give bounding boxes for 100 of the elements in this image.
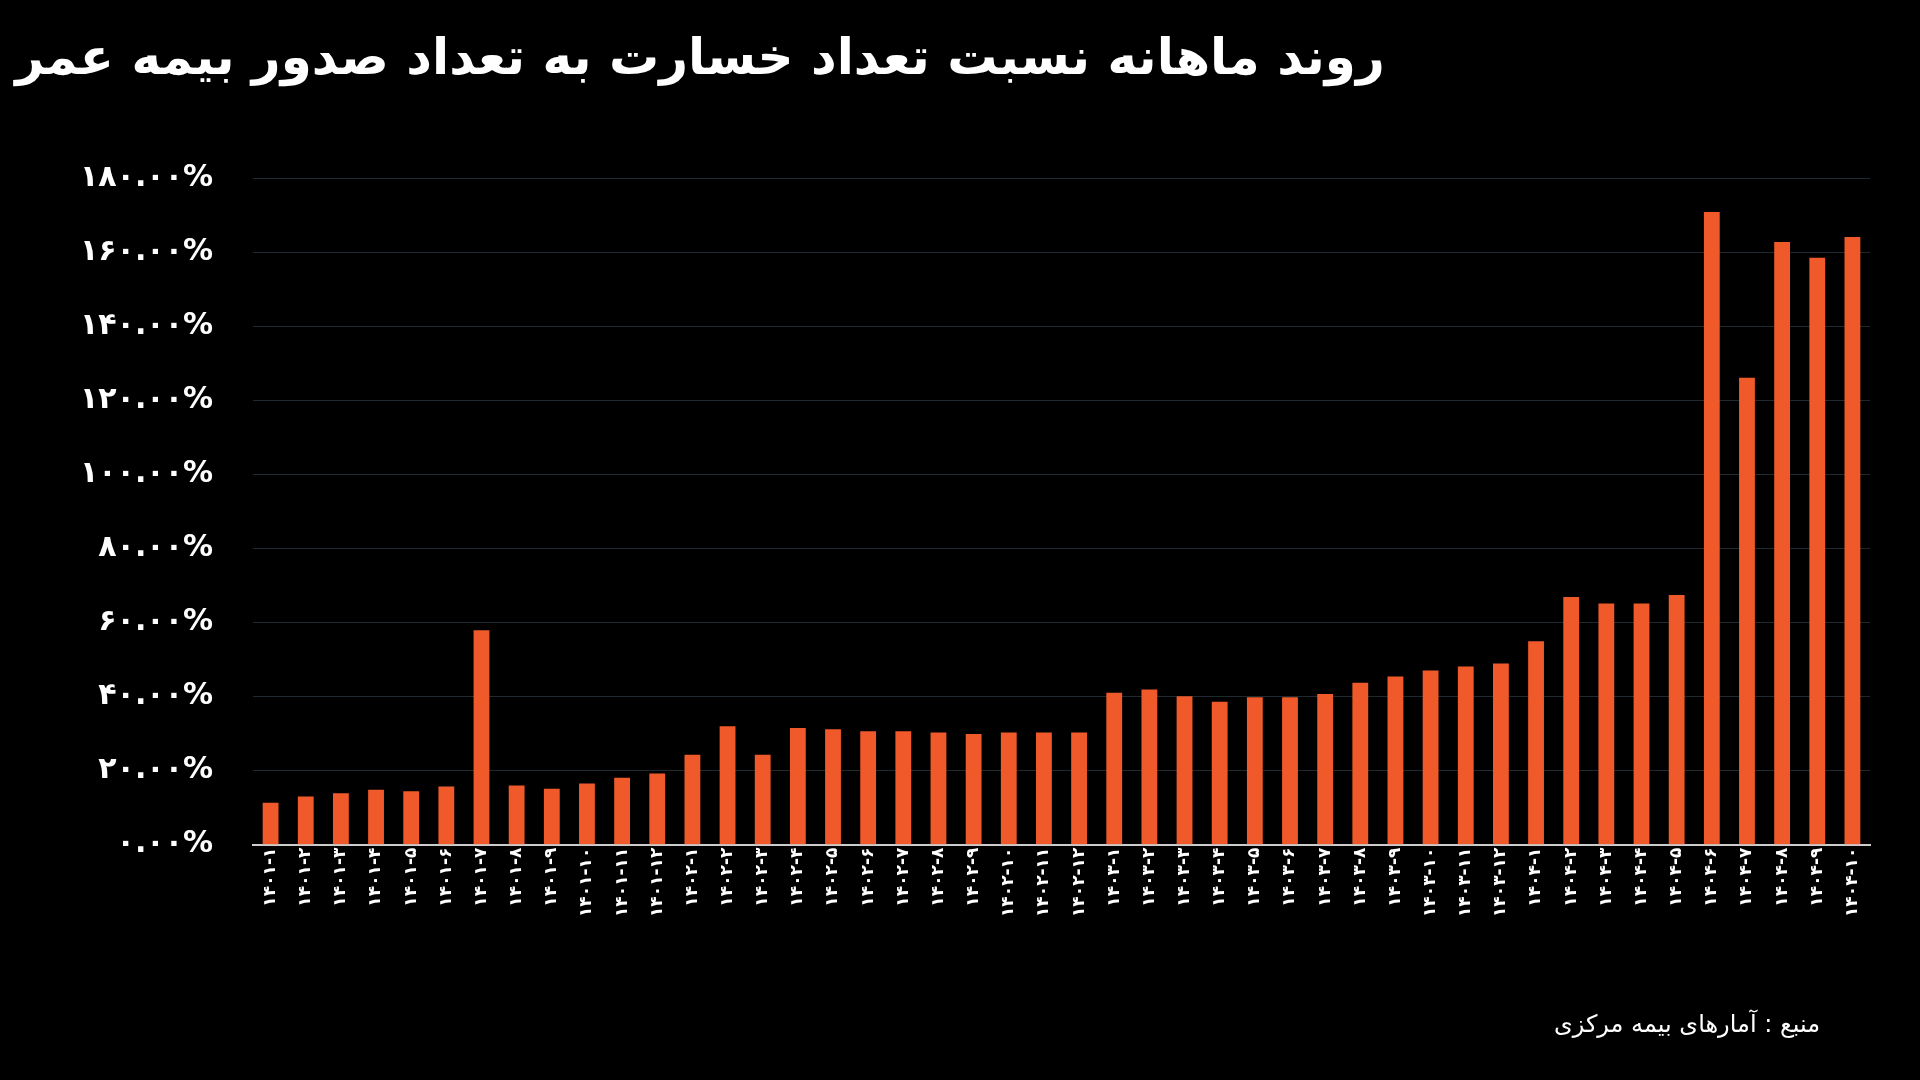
- bar: [297, 796, 314, 845]
- bar: [1317, 693, 1334, 845]
- x-tick-label: ۱۴۰۱-۴: [364, 847, 385, 907]
- bar: [508, 785, 525, 845]
- x-tick-label: ۱۴۰۱-۶: [434, 847, 455, 907]
- bar: [930, 732, 947, 845]
- bar: [789, 728, 806, 845]
- x-tick-label: ۱۴۰۲-۱۰: [997, 847, 1018, 917]
- bar: [1563, 596, 1580, 845]
- x-tick-label: ۱۴۰۴-۹: [1805, 847, 1826, 907]
- bar: [1246, 697, 1263, 845]
- x-tick-label: ۱۴۰۳-۱۲: [1489, 847, 1510, 917]
- bar: [1422, 670, 1439, 845]
- bar: [1211, 701, 1228, 845]
- x-tick-label: ۱۴۰۲-۱: [680, 847, 701, 907]
- x-tick-label: ۱۴۰۲-۱۲: [1067, 847, 1088, 917]
- text: منبع : آمارهای بیمه مرکزی: [1553, 1010, 1820, 1038]
- bar: [1141, 689, 1158, 845]
- y-tick-label: ۱۴۰.۰۰%: [79, 305, 214, 341]
- bar: [965, 733, 982, 845]
- chart-title: روند ماهانه نسبت تعداد خسارت به تعداد صدور بیمه عمر: [12, 28, 1386, 86]
- x-tick-label: ۱۴۰۲-۶: [856, 847, 877, 907]
- x-tick-label: ۱۴۰۳-۹: [1383, 847, 1404, 907]
- x-tick-label: ۱۴۰۲-۳: [751, 847, 772, 907]
- x-tick-label: ۱۴۰۱-۱۱: [610, 847, 631, 917]
- x-tick-label: ۱۴۰۳-۴: [1208, 847, 1229, 907]
- bar: [1598, 603, 1615, 845]
- x-tick-label: ۱۴۰۱-۷: [469, 847, 490, 907]
- x-tick-label: ۱۴۰۳-۵: [1243, 847, 1264, 907]
- bar: [332, 793, 349, 845]
- x-tick-label: ۱۴۰۳-۲: [1137, 847, 1158, 907]
- x-tick-label: ۱۴۰۴-۸: [1770, 847, 1791, 907]
- x-tick-label: ۱۴۰۱-۸: [505, 847, 526, 907]
- bar: [1282, 697, 1298, 845]
- bar: [1703, 212, 1720, 845]
- bar: [684, 754, 701, 845]
- bar: [614, 777, 631, 845]
- bar: [1106, 692, 1123, 845]
- x-tick-label: ۱۴۰۱-۹: [540, 847, 561, 907]
- bar: [543, 788, 560, 845]
- x-tick-label: ۱۴۰۱-۵: [399, 847, 420, 907]
- y-tick-label: ۱۶۰.۰۰%: [79, 231, 214, 267]
- y-tick-label: ۱۲۰.۰۰%: [79, 380, 214, 416]
- bar: [579, 783, 595, 845]
- x-tick-label: ۱۴۰۳-۷: [1313, 847, 1334, 907]
- bar: [1457, 666, 1474, 845]
- bar: [438, 786, 455, 845]
- x-tick-label: ۱۴۰۴-۱: [1524, 847, 1545, 907]
- bar: [368, 789, 384, 845]
- bar: [1633, 603, 1650, 845]
- x-tick-label: ۱۴۰۳-۱: [1102, 847, 1123, 907]
- y-tick-label: ۲۰.۰۰%: [98, 750, 214, 786]
- x-tick-label: ۱۴۰۴-۱۰: [1840, 847, 1861, 917]
- x-tick-label: ۱۴۰۲-۹: [962, 847, 983, 907]
- x-tick-label: ۱۴۰۳-۱۱: [1454, 847, 1475, 917]
- x-tick-label: ۱۴۰۲-۸: [926, 847, 947, 907]
- x-tick-label: ۱۴۰۲-۲: [715, 847, 736, 907]
- x-tick-label: ۱۴۰۴-۴: [1629, 847, 1650, 907]
- bar: [1000, 732, 1017, 845]
- x-tick-label: ۱۴۰۱-۱۰: [575, 847, 596, 917]
- y-tick-label: ۰.۰۰%: [116, 824, 214, 860]
- x-tick-label: ۱۴۰۴-۷: [1735, 847, 1756, 907]
- bar: [860, 731, 877, 845]
- y-tick-label: ۱۰۰.۰۰%: [79, 454, 214, 490]
- bar: [649, 773, 666, 845]
- bar: [1739, 377, 1755, 845]
- bar: [1352, 682, 1369, 845]
- bar: [825, 729, 841, 845]
- bar: [473, 630, 490, 845]
- y-tick-label: ۸۰.۰۰%: [98, 528, 214, 564]
- bar: [1774, 242, 1791, 845]
- y-tick-label: ۴۰.۰۰%: [98, 676, 214, 712]
- bar: [1176, 696, 1193, 845]
- x-tick-label: ۱۴۰۲-۴: [786, 847, 807, 907]
- bar: [1493, 663, 1509, 845]
- y-tick-label: ۶۰.۰۰%: [98, 602, 214, 638]
- x-tick-label: ۱۴۰۳-۳: [1172, 847, 1193, 907]
- bar: [262, 802, 279, 845]
- x-tick-label: ۱۴۰۴-۲: [1559, 847, 1580, 907]
- x-tick-label: ۱۴۰۳-۸: [1348, 847, 1369, 907]
- x-tick-label: ۱۴۰۴-۳: [1594, 847, 1615, 907]
- bar: [1844, 236, 1861, 845]
- x-tick-label: ۱۴۰۲-۵: [821, 847, 842, 907]
- bar: [403, 791, 420, 845]
- bar: [754, 754, 771, 845]
- bar: [1036, 732, 1052, 845]
- x-tick-label: ۱۴۰۲-۱۱: [1032, 847, 1053, 917]
- bar: [1528, 641, 1544, 845]
- x-tick-label: ۱۴۰۲-۷: [891, 847, 912, 907]
- y-tick-label: ۱۸۰.۰۰%: [79, 157, 214, 193]
- x-tick-label: ۱۴۰۴-۶: [1700, 847, 1721, 907]
- bar: [1071, 732, 1087, 845]
- bar: [719, 726, 736, 845]
- x-tick-label: ۱۴۰۱-۱۲: [645, 847, 666, 917]
- bar: [1809, 257, 1826, 845]
- x-tick-label: ۱۴۰۴-۵: [1665, 847, 1686, 907]
- bar: [895, 731, 912, 845]
- bar: [1668, 595, 1685, 845]
- x-tick-label: ۱۴۰۳-۱۰: [1419, 847, 1440, 917]
- x-tick-label: ۱۴۰۱-۳: [329, 847, 350, 907]
